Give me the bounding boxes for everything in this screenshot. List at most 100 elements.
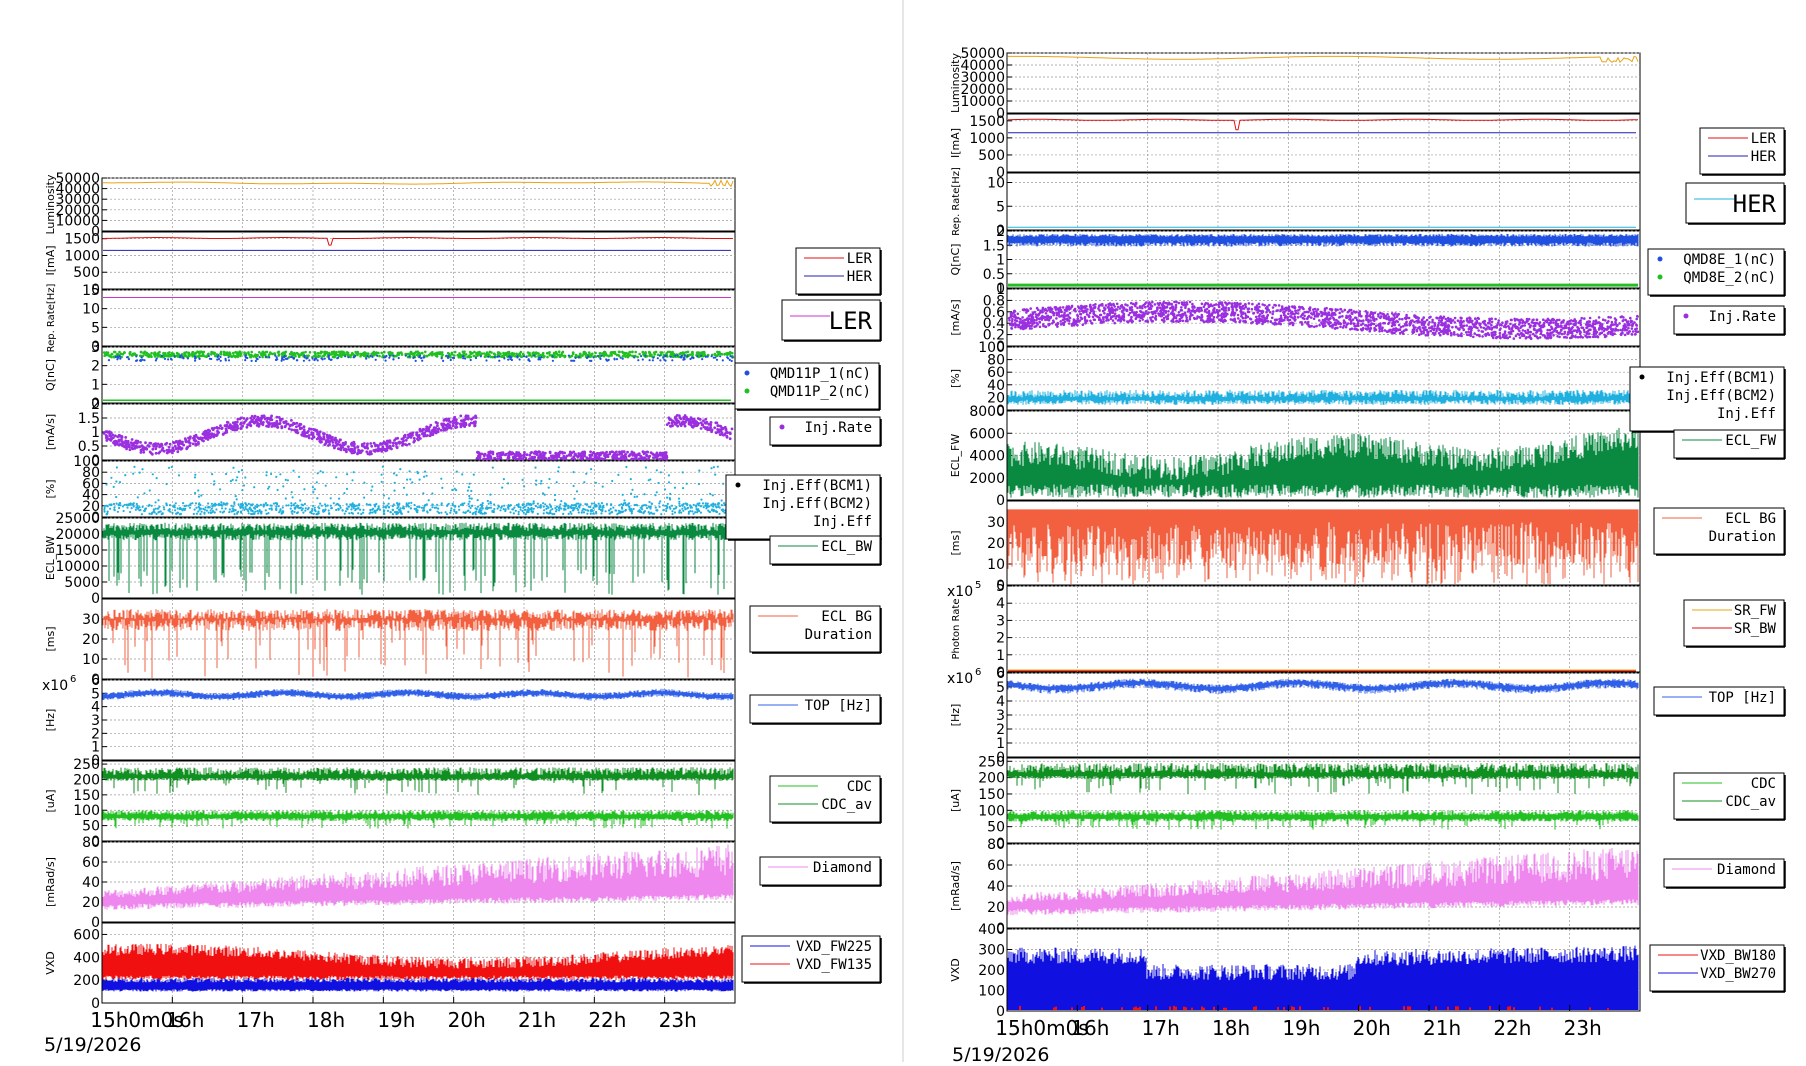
point-inj-rate — [184, 437, 187, 440]
point-inj-rate — [710, 421, 713, 424]
point-inj-rate — [109, 438, 112, 441]
point-inj-rate — [216, 433, 219, 436]
point-inj-eff — [499, 509, 501, 511]
point-inj-rate — [248, 422, 251, 425]
point-qmd-1 — [568, 355, 570, 357]
point-inj-rate — [135, 441, 138, 444]
point-inj-eff — [323, 510, 325, 512]
point-inj-rate — [418, 434, 421, 437]
point-inj-eff — [248, 512, 250, 514]
point-inj-rate — [171, 452, 174, 455]
point-inj-eff — [630, 493, 632, 495]
point-inj-eff — [451, 489, 453, 491]
point-inj-eff — [575, 505, 577, 507]
point-inj-eff — [581, 509, 583, 511]
point-inj-eff — [688, 511, 690, 513]
point-inj-rate — [106, 430, 109, 433]
point-qmd-2 — [140, 351, 143, 354]
point-inj-rate — [597, 458, 600, 461]
point-inj-rate — [246, 417, 249, 420]
point-inj-eff — [523, 503, 525, 505]
point-qmd-1 — [354, 355, 356, 357]
point-qmd-1 — [683, 358, 685, 360]
point-inj-rate — [271, 418, 274, 421]
legend-left-charge: QMD11P_1(nC)QMD11P_2(nC) — [735, 363, 880, 410]
point-qmd-2 — [293, 352, 296, 355]
point-qmd-1 — [392, 355, 394, 357]
point-inj-eff — [696, 511, 698, 513]
point-inj-rate — [268, 423, 271, 426]
point-inj-eff — [119, 502, 121, 504]
point-qmd-2 — [644, 352, 647, 355]
point-inj-eff — [248, 503, 250, 505]
point-inj-rate — [163, 450, 166, 453]
point-qmd-1 — [303, 355, 305, 357]
point-qmd-2 — [307, 354, 310, 357]
point-inj-eff — [388, 497, 390, 499]
point-inj-eff — [342, 509, 344, 511]
y-tick-label: 15 — [82, 283, 100, 299]
point-inj-rate — [413, 437, 416, 440]
point-inj-eff — [527, 502, 529, 504]
point-inj-eff — [328, 512, 330, 514]
point-inj-eff — [225, 508, 227, 510]
y-tick-label: 60 — [82, 855, 100, 871]
point-inj-eff — [151, 513, 153, 515]
point-inj-rate — [428, 429, 431, 432]
point-qmd-2 — [537, 352, 540, 355]
x-tick-label: 16h — [166, 1008, 204, 1032]
y-axis-label: ECL_BW — [44, 536, 57, 580]
point-inj-eff — [576, 490, 578, 492]
point-inj-eff — [611, 480, 613, 482]
point-inj-eff — [583, 511, 585, 513]
point-qmd-2 — [163, 353, 166, 356]
point-inj-eff — [279, 510, 281, 512]
point-inj-eff — [722, 483, 724, 485]
point-inj-eff — [470, 507, 472, 509]
point-inj-rate — [195, 435, 198, 438]
point-inj-eff — [215, 508, 217, 510]
point-inj-eff — [265, 502, 267, 504]
point-inj-eff — [503, 508, 505, 510]
point-qmd-1 — [677, 354, 679, 356]
point-qmd-2 — [542, 353, 545, 356]
point-inj-rate — [1627, 327, 1630, 330]
point-inj-rate — [131, 448, 134, 451]
point-inj-eff — [151, 505, 153, 507]
point-inj-eff — [558, 466, 560, 468]
point-inj-eff — [198, 503, 200, 505]
point-inj-rate — [233, 423, 236, 426]
point-inj-eff — [219, 488, 221, 490]
point-qmd-2 — [441, 354, 444, 357]
point-inj-rate — [181, 442, 184, 445]
point-qmd-1 — [485, 359, 487, 361]
point-inj-rate — [369, 442, 372, 445]
point-inj-rate — [378, 449, 381, 452]
point-inj-eff — [395, 513, 397, 515]
point-inj-eff — [206, 510, 208, 512]
point-inj-eff — [340, 507, 342, 509]
point-inj-eff — [562, 513, 564, 515]
point-qmd-1 — [328, 358, 330, 360]
point-inj-eff — [665, 508, 667, 510]
point-qmd-2 — [263, 353, 266, 356]
point-inj-eff — [627, 503, 629, 505]
point-inj-rate — [480, 453, 483, 456]
point-inj-eff — [259, 509, 261, 511]
point-qmd-2 — [625, 352, 628, 355]
point-inj-eff — [721, 509, 723, 511]
point-qmd-2 — [103, 355, 106, 358]
point-inj-rate — [622, 450, 625, 453]
point-inj-rate — [1618, 322, 1621, 325]
point-inj-eff — [356, 505, 358, 507]
y-tick-label: 30 — [82, 612, 100, 628]
point-inj-eff — [682, 510, 684, 512]
point-inj-rate — [235, 429, 238, 432]
point-inj-eff — [709, 493, 711, 495]
point-inj-eff — [464, 512, 466, 514]
point-inj-rate — [258, 419, 261, 422]
point-inj-eff — [678, 498, 680, 500]
point-inj-rate — [1039, 326, 1042, 329]
point-inj-eff — [651, 502, 653, 504]
point-qmd-2 — [144, 351, 147, 354]
